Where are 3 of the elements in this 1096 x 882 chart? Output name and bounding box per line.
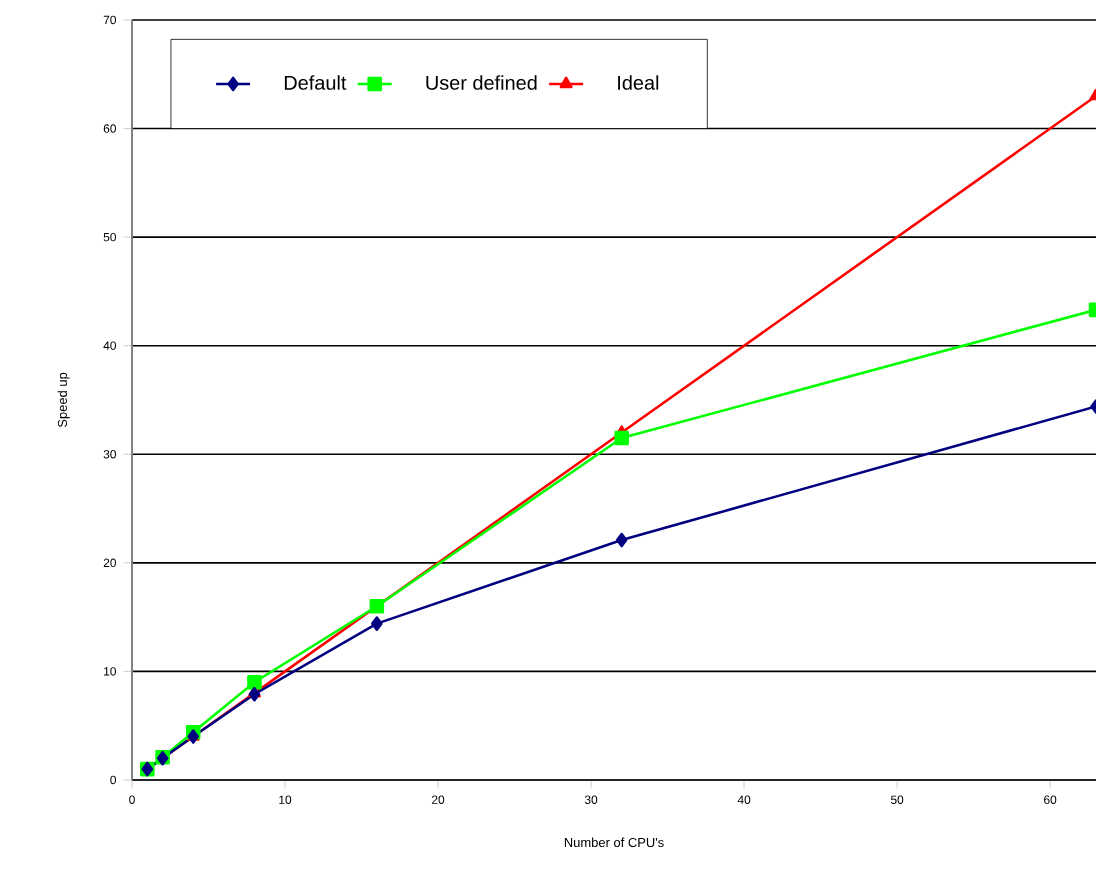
legend-label: User defined xyxy=(426,75,537,90)
legend-label: Ideal xyxy=(618,75,659,90)
legend-label: Default xyxy=(284,75,347,90)
